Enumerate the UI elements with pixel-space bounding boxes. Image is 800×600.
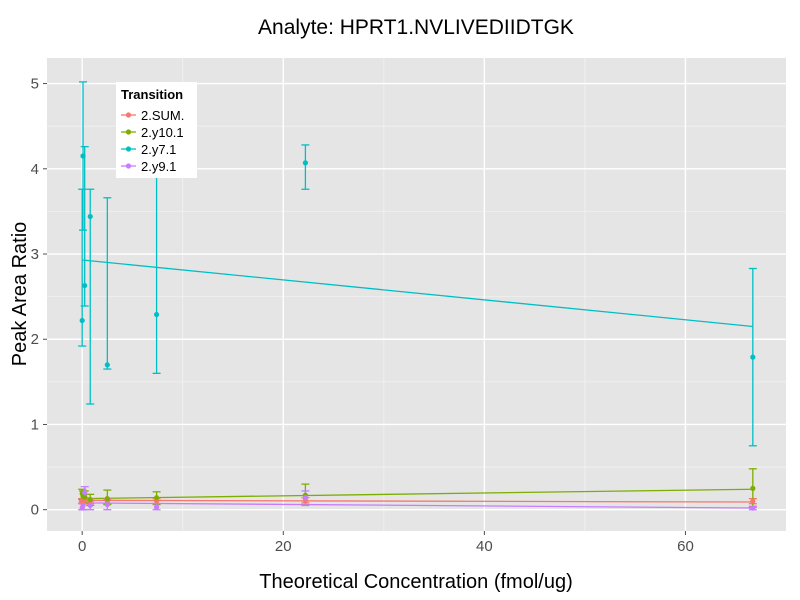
- fit-line: [82, 499, 753, 503]
- fit-line: [82, 259, 753, 328]
- data-point: [87, 502, 93, 509]
- data-point: [82, 282, 88, 289]
- data-point: [750, 498, 756, 504]
- data-point: [87, 496, 93, 503]
- data-point: [750, 354, 756, 360]
- y-axis-ticks: 0 1 2 3 4 5: [31, 76, 47, 519]
- fit-lines: [82, 259, 753, 509]
- data-point: [302, 495, 308, 501]
- y-tick-label: 1: [31, 416, 39, 433]
- legend-title: Transition: [121, 87, 183, 102]
- data-point: [104, 362, 110, 368]
- legend-label: 2.y7.1: [141, 142, 176, 157]
- y-tick-label: 2: [31, 331, 39, 348]
- x-axis-ticks: 0 20 40 60: [78, 531, 694, 555]
- legend-key-point: [125, 112, 132, 118]
- legend-label: 2.y9.1: [141, 159, 176, 174]
- data-point: [750, 485, 756, 491]
- legend-key-point: [125, 146, 132, 152]
- legend-label: 2.SUM.: [141, 108, 184, 123]
- y-axis-title: Peak Area Ratio: [9, 222, 31, 367]
- data-point: [79, 317, 85, 324]
- data-point: [302, 160, 308, 166]
- chart-title: Analyte: HPRT1.NVLIVEDIIDTGK: [258, 16, 574, 39]
- error-bar: [103, 197, 112, 370]
- y-tick-label: 5: [31, 76, 39, 93]
- y-tick-label: 4: [31, 161, 39, 178]
- error-bar: [80, 145, 89, 307]
- legend-key-point: [125, 163, 132, 169]
- data-points: [79, 153, 756, 511]
- data-point: [80, 153, 86, 159]
- data-point: [104, 501, 110, 508]
- error-bar: [86, 188, 95, 405]
- legend-key-point: [125, 129, 132, 135]
- data-point: [153, 495, 160, 501]
- x-tick-label: 60: [677, 538, 694, 555]
- data-point: [153, 504, 160, 510]
- x-axis-title: Theoretical Concentration (fmol/ug): [259, 571, 572, 593]
- data-point: [104, 496, 110, 502]
- legend-label: 2.y10.1: [141, 125, 184, 140]
- y-tick-label: 3: [31, 246, 39, 263]
- fit-line: [82, 488, 753, 500]
- fit-line: [82, 502, 753, 509]
- data-point: [750, 505, 756, 511]
- data-point: [80, 502, 86, 509]
- error-bar: [301, 144, 310, 190]
- x-tick-label: 20: [275, 538, 292, 555]
- y-tick-label: 0: [31, 502, 39, 519]
- data-point: [153, 311, 160, 318]
- x-tick-label: 40: [476, 538, 493, 555]
- legend: Transition 2.SUM. 2.y10.1 2.y7.1 2.y9.1: [116, 82, 197, 178]
- data-point: [82, 494, 88, 500]
- legend-items: 2.SUM. 2.y10.1 2.y7.1 2.y9.1: [121, 108, 184, 174]
- data-point: [82, 490, 88, 496]
- data-point: [87, 213, 93, 220]
- x-tick-label: 0: [78, 538, 86, 555]
